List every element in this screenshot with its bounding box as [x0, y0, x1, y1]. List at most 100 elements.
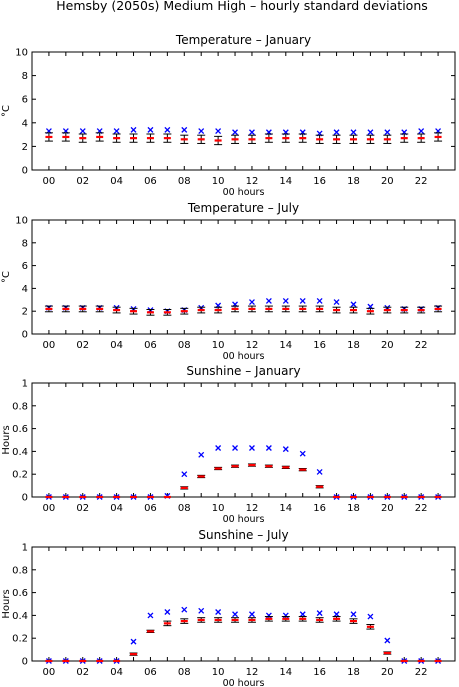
x-tick-label: 22 [415, 667, 428, 678]
x-tick-label: 04 [110, 340, 123, 351]
data-point-x [265, 445, 272, 451]
data-point-x [232, 611, 238, 618]
data-point-x [147, 612, 154, 619]
x-tick-label: 22 [415, 176, 428, 187]
data-point-dash [146, 133, 155, 143]
x-tick-label: 02 [76, 340, 89, 351]
y-tick-label: 0 [22, 166, 28, 177]
data-point-x [113, 128, 120, 135]
data-point-dash [129, 652, 138, 656]
y-tick-label: 0 [22, 657, 28, 668]
data-point-dash [180, 486, 189, 490]
data-point-dash [247, 134, 256, 144]
data-point-x [333, 129, 340, 136]
x-tick-label: 16 [313, 667, 326, 678]
chart-panel-4: Sunshine – July 0 0.2 0.4 0.6 0.8 1 00 02 04 06 08 1… [1, 528, 456, 687]
data-point-dash [315, 617, 324, 623]
data-point-dash [247, 305, 256, 313]
data-point-dash [264, 464, 273, 468]
data-point-dash [112, 133, 121, 143]
data-point-dash [61, 305, 70, 313]
chart-title: Sunshine – January [186, 364, 300, 378]
data-point-dash [146, 629, 155, 633]
x-tick-label: 18 [347, 176, 360, 187]
data-point-dash [383, 134, 392, 144]
series-2 [44, 463, 443, 499]
data-point-dash [298, 133, 307, 143]
x-tick-label: 12 [246, 667, 259, 678]
data-point-x [198, 607, 205, 614]
data-point-dash [281, 133, 290, 143]
data-point-x [282, 446, 289, 453]
data-point-x [333, 611, 340, 618]
series-1 [45, 297, 442, 315]
x-axis-label: 00 hours [223, 514, 265, 525]
x-tick-label: 12 [246, 176, 259, 187]
x-tick-label: 20 [381, 340, 394, 351]
data-point-x [181, 126, 188, 133]
data-point-dash [349, 134, 358, 144]
data-point-dash [349, 618, 358, 624]
y-tick-label: 2 [22, 307, 28, 318]
data-point-dash [366, 307, 375, 315]
data-point-x [249, 611, 255, 618]
data-point-x [215, 445, 222, 451]
series-1 [45, 606, 442, 664]
data-point-dash [95, 132, 104, 142]
x-tick-label: 22 [415, 340, 428, 351]
data-point-dash [78, 133, 87, 143]
data-point-dash [78, 305, 87, 313]
data-point-dash [129, 307, 138, 315]
data-point-dash [214, 135, 223, 146]
y-axis-label: Hours [1, 589, 12, 618]
data-point-x [265, 297, 272, 304]
data-point-x [215, 609, 222, 615]
series-1 [45, 445, 442, 500]
data-point-x [384, 129, 391, 136]
data-point-x [350, 301, 357, 308]
data-point-dash [400, 306, 409, 314]
y-tick-label: 10 [15, 216, 28, 227]
plot-area [31, 51, 456, 171]
x-tick-label: 14 [279, 667, 292, 678]
data-point-x [198, 128, 205, 135]
plot-area [31, 219, 456, 335]
data-point-dash [112, 306, 121, 314]
y-axis-label: Hours [1, 425, 12, 454]
data-point-dash [332, 306, 341, 314]
x-tick-label: 00 [43, 667, 56, 678]
data-point-dash [231, 134, 240, 144]
y-tick-label: 0.6 [12, 424, 28, 435]
x-axis-label: 00 hours [223, 351, 265, 362]
data-point-dash [298, 305, 307, 313]
x-tick-label: 06 [144, 667, 157, 678]
data-point-dash [163, 308, 172, 316]
y-tick-label: 1 [22, 379, 28, 390]
x-tick-label: 12 [246, 503, 259, 514]
data-point-x [249, 299, 255, 306]
x-tick-label: 10 [212, 503, 225, 514]
x-axis-label: 00 hours [223, 678, 265, 687]
x-tick-label: 06 [144, 503, 157, 514]
x-tick-label: 00 [43, 503, 56, 514]
x-axis-label: 00 hours [223, 187, 265, 198]
data-point-dash [44, 305, 53, 313]
data-point-dash [163, 133, 172, 143]
data-point-dash [400, 133, 409, 143]
x-tick-label: 04 [110, 503, 123, 514]
data-point-x [215, 128, 222, 135]
data-point-x [299, 611, 306, 618]
y-tick-label: 0.2 [12, 470, 28, 481]
data-point-x [147, 126, 154, 133]
data-point-dash [214, 466, 223, 471]
data-point-x [299, 450, 306, 457]
x-tick-label: 02 [76, 667, 89, 678]
data-point-x [316, 610, 323, 617]
data-point-dash [163, 620, 172, 627]
data-point-dash [315, 134, 324, 144]
y-tick-label: 0.4 [12, 611, 28, 622]
x-tick-label: 20 [381, 503, 394, 514]
data-point-x [130, 126, 137, 133]
data-point-dash [315, 305, 324, 313]
series-2 [44, 616, 443, 663]
